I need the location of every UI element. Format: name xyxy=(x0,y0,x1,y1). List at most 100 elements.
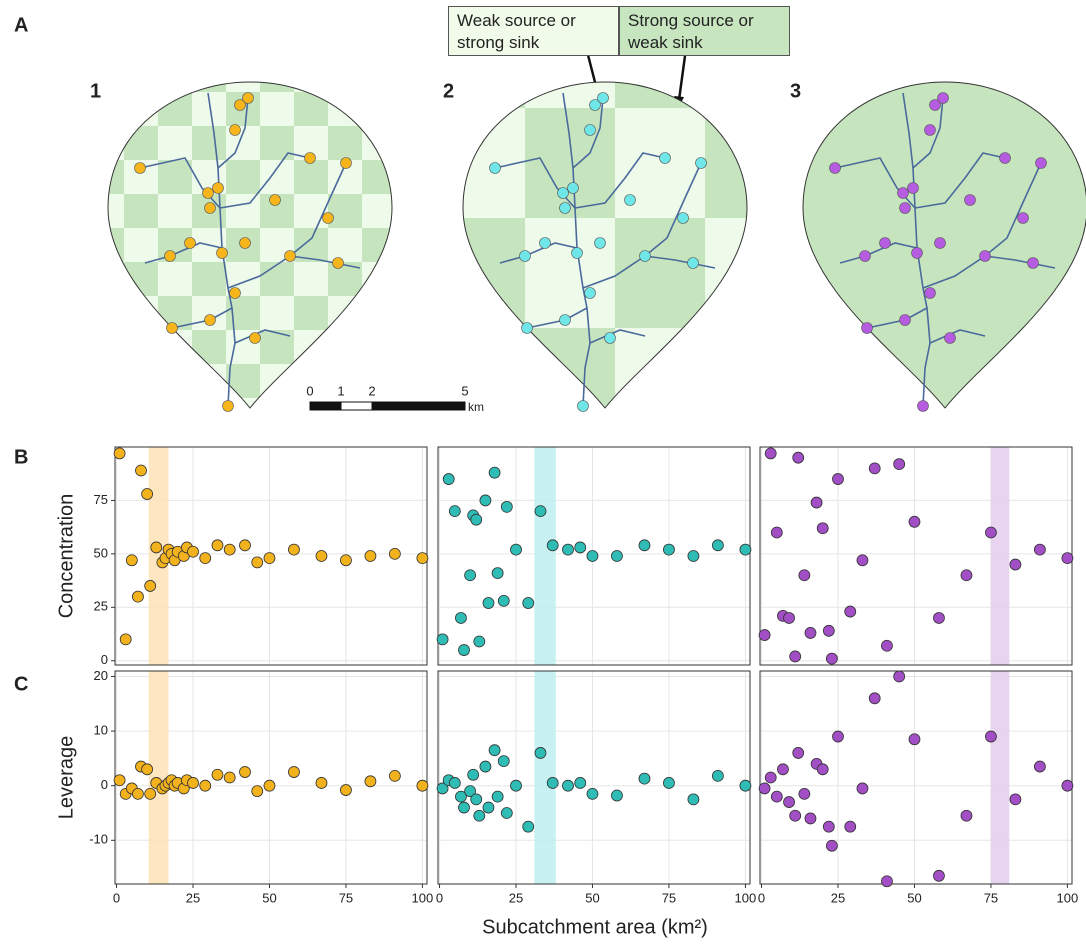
data-point xyxy=(933,870,944,881)
data-point xyxy=(480,761,491,772)
sampling-site xyxy=(223,401,234,412)
data-point xyxy=(114,775,125,786)
data-point xyxy=(894,459,905,470)
data-point xyxy=(688,551,699,562)
catchment-map xyxy=(463,82,747,412)
data-point xyxy=(765,448,776,459)
sampling-site xyxy=(1036,158,1047,169)
sampling-site xyxy=(572,248,583,259)
sampling-site xyxy=(830,163,841,174)
data-point xyxy=(535,506,546,517)
sampling-site xyxy=(560,315,571,326)
data-point xyxy=(471,794,482,805)
data-point xyxy=(498,595,509,606)
data-point xyxy=(389,548,400,559)
sampling-site xyxy=(540,238,551,249)
data-point xyxy=(845,821,856,832)
x-tick-label: 50 xyxy=(907,890,921,905)
sampling-site xyxy=(165,251,176,262)
data-point xyxy=(480,495,491,506)
sampling-site xyxy=(900,203,911,214)
sampling-site xyxy=(678,213,689,224)
sampling-site xyxy=(605,333,616,344)
data-point xyxy=(240,540,251,551)
highlight-band xyxy=(991,671,1009,884)
scale-unit: km xyxy=(468,400,484,414)
data-point xyxy=(501,808,512,819)
x-tick-label: 75 xyxy=(339,890,353,905)
data-point xyxy=(826,840,837,851)
sampling-site xyxy=(640,251,651,262)
data-point xyxy=(340,555,351,566)
data-point xyxy=(793,747,804,758)
data-point xyxy=(712,770,723,781)
data-point xyxy=(136,465,147,476)
data-point xyxy=(547,540,558,551)
map-label: 1 xyxy=(90,80,101,102)
data-point xyxy=(663,777,674,788)
data-point xyxy=(563,780,574,791)
data-point xyxy=(471,514,482,525)
data-point xyxy=(799,570,810,581)
data-point xyxy=(575,542,586,553)
data-point xyxy=(961,570,972,581)
sampling-site xyxy=(900,315,911,326)
data-point xyxy=(805,627,816,638)
data-point xyxy=(857,783,868,794)
data-point xyxy=(151,542,162,553)
data-point xyxy=(417,780,428,791)
data-point xyxy=(474,636,485,647)
sampling-site xyxy=(205,315,216,326)
data-point xyxy=(587,788,598,799)
sampling-site xyxy=(912,248,923,259)
data-point xyxy=(909,734,920,745)
data-point xyxy=(264,780,275,791)
sampling-site xyxy=(323,213,334,224)
legend-entry: Weak source or strong sink xyxy=(448,6,619,56)
data-point xyxy=(224,544,235,555)
data-point xyxy=(587,551,598,562)
panel-label: C xyxy=(14,673,28,695)
data-point xyxy=(985,731,996,742)
data-point xyxy=(459,645,470,656)
x-tick-label: 100 xyxy=(735,890,757,905)
data-point xyxy=(833,731,844,742)
data-point xyxy=(793,452,804,463)
x-tick-label: 50 xyxy=(262,890,276,905)
data-point xyxy=(784,797,795,808)
sampling-site xyxy=(880,238,891,249)
data-point xyxy=(869,693,880,704)
scale-label: 1 xyxy=(337,383,344,398)
data-point xyxy=(639,773,650,784)
data-point xyxy=(142,764,153,775)
data-point xyxy=(483,598,494,609)
data-point xyxy=(771,791,782,802)
data-point xyxy=(365,551,376,562)
data-point xyxy=(474,810,485,821)
sampling-site xyxy=(250,333,261,344)
x-tick-label: 100 xyxy=(412,890,434,905)
data-point xyxy=(523,821,534,832)
sampling-site xyxy=(862,323,873,334)
x-tick-label: 0 xyxy=(113,890,120,905)
highlight-band xyxy=(991,447,1009,665)
data-point xyxy=(465,570,476,581)
data-point xyxy=(817,764,828,775)
catchment-map xyxy=(108,82,392,412)
data-point xyxy=(1034,544,1045,555)
sampling-site xyxy=(230,125,241,136)
data-point xyxy=(817,523,828,534)
sampling-site xyxy=(595,238,606,249)
data-point xyxy=(784,612,795,623)
data-point xyxy=(881,640,892,651)
data-point xyxy=(145,788,156,799)
sampling-site xyxy=(696,158,707,169)
y-tick-label: -10 xyxy=(89,832,108,847)
data-point xyxy=(712,540,723,551)
data-point xyxy=(777,764,788,775)
sampling-site xyxy=(688,258,699,269)
data-point xyxy=(316,551,327,562)
data-point xyxy=(188,546,199,557)
data-point xyxy=(759,630,770,641)
sampling-site xyxy=(980,251,991,262)
